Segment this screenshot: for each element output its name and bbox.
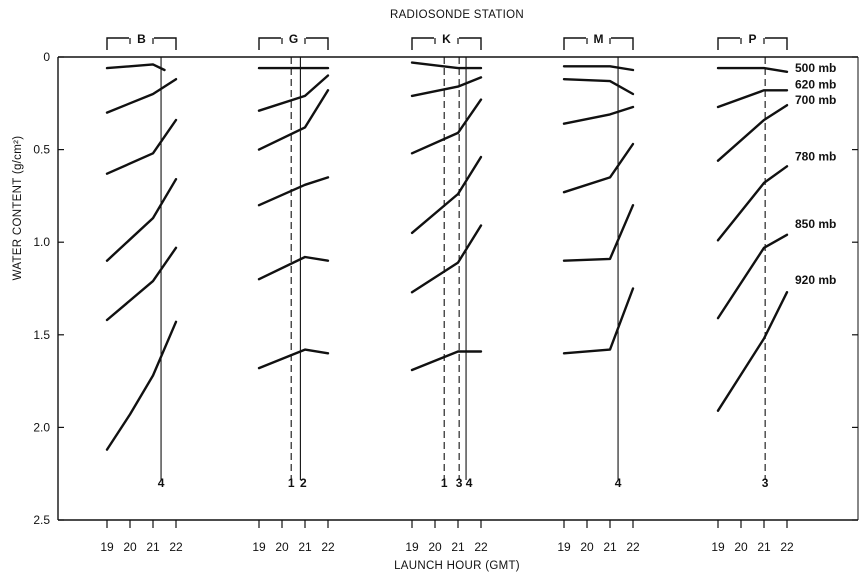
station-label: G <box>289 32 298 46</box>
series-line <box>716 89 789 109</box>
series-line <box>716 103 789 162</box>
pressure-level-label: 780 mb <box>795 149 836 163</box>
launch-run-label: 4 <box>615 476 622 490</box>
x-tick-label: 22 <box>780 540 794 554</box>
series-line <box>105 77 178 114</box>
series-line <box>105 118 178 175</box>
x-tick-label: 19 <box>252 540 266 554</box>
x-tick-label: 22 <box>474 540 488 554</box>
series-line <box>716 291 789 412</box>
launch-run-label: 2 <box>300 476 307 490</box>
x-tick-label: 21 <box>451 540 465 554</box>
pressure-level-label: 500 mb <box>795 61 836 75</box>
series-line <box>105 63 166 72</box>
x-tick-label: 20 <box>275 540 289 554</box>
series-line <box>716 165 789 242</box>
series-line <box>257 89 330 151</box>
x-tick-label: 19 <box>405 540 419 554</box>
series-line <box>562 203 635 262</box>
launch-run-label: 3 <box>456 476 463 490</box>
x-tick-label: 22 <box>321 540 335 554</box>
series-line <box>257 255 330 281</box>
station-label: B <box>137 32 146 46</box>
series-line <box>410 76 483 98</box>
y-tick-label: 2.5 <box>33 513 50 527</box>
x-tick-label: 22 <box>169 540 183 554</box>
series-line <box>410 350 483 372</box>
series-line <box>410 224 483 294</box>
station-bracket <box>717 37 788 50</box>
x-tick-label: 20 <box>580 540 594 554</box>
series-line <box>410 98 483 155</box>
y-tick-label: 1.0 <box>33 235 50 249</box>
series-line <box>257 74 330 112</box>
y-tick-label: 0 <box>43 50 50 64</box>
x-tick-label: 19 <box>711 540 725 554</box>
station-bracket <box>411 37 482 50</box>
y-axis-title: WATER CONTENT (g/cm²) <box>12 136 24 281</box>
station-bracket <box>563 37 634 50</box>
x-tick-label: 20 <box>428 540 442 554</box>
x-tick-label: 20 <box>123 540 137 554</box>
series-line <box>562 77 635 96</box>
y-tick-label: 2.0 <box>33 420 50 434</box>
x-tick-label: 21 <box>603 540 617 554</box>
series-line <box>716 66 789 74</box>
series-line <box>562 65 635 72</box>
series-line <box>410 61 483 70</box>
series-line <box>105 246 178 322</box>
x-tick-label: 20 <box>734 540 748 554</box>
x-axis-title: LAUNCH HOUR (GMT) <box>394 560 520 572</box>
x-tick-label: 19 <box>557 540 571 554</box>
series-line <box>105 177 178 262</box>
series-line <box>562 287 635 355</box>
pressure-level-label: 850 mb <box>795 217 836 231</box>
y-tick-label: 1.5 <box>33 328 50 342</box>
launch-run-label: 4 <box>466 476 473 490</box>
series-line <box>410 155 483 235</box>
station-bracket <box>258 37 329 50</box>
station-label: P <box>748 32 756 46</box>
station-bracket <box>106 37 177 50</box>
x-tick-label: 21 <box>757 540 771 554</box>
pressure-level-label: 620 mb <box>795 77 836 91</box>
y-tick-label: 0.5 <box>33 143 50 157</box>
station-label: M <box>594 32 604 46</box>
x-tick-label: 19 <box>100 540 114 554</box>
pressure-level-label: 920 mb <box>795 273 836 287</box>
series-line <box>562 142 635 194</box>
series-line <box>105 320 178 451</box>
series-line <box>716 233 789 320</box>
series-line <box>257 176 330 207</box>
x-tick-label: 21 <box>146 540 160 554</box>
pressure-level-label: 700 mb <box>795 93 836 107</box>
x-tick-label: 21 <box>298 540 312 554</box>
series-line <box>562 105 635 125</box>
launch-run-label: 1 <box>288 476 295 490</box>
launch-run-label: 4 <box>158 476 165 490</box>
launch-run-label: 3 <box>762 476 769 490</box>
x-tick-label: 22 <box>626 540 640 554</box>
launch-run-label: 1 <box>441 476 448 490</box>
chart-title: RADIOSONDE STATION <box>390 9 524 21</box>
series-line <box>257 348 330 370</box>
station-label: K <box>442 32 451 46</box>
